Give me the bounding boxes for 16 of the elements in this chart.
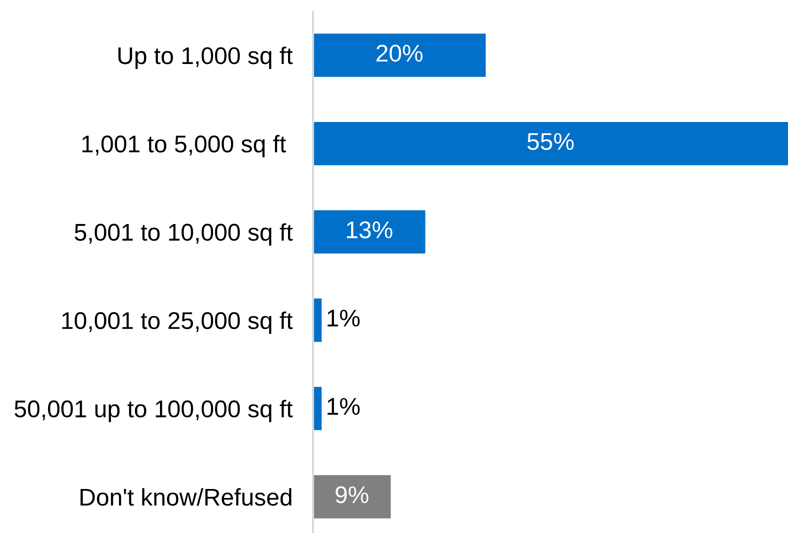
y-tick-label: 50,001 up to 100,000 sq ft (14, 400, 293, 422)
bar (313, 122, 788, 166)
bar (313, 475, 391, 518)
y-tick-label: 10,001 to 25,000 sq ft (62, 312, 293, 334)
data-label: 9% (336, 486, 368, 504)
bar (313, 210, 426, 254)
data-label: 55% (527, 133, 574, 150)
data-label: 13% (346, 221, 392, 238)
data-label: 1% (328, 310, 360, 327)
y-tick-label: 5,001 to 10,000 sq ft (74, 223, 293, 246)
data-label: 20% (376, 44, 423, 62)
y-tick-label: Up to 1,000 sq ft (118, 46, 293, 69)
data-label: 1% (328, 398, 360, 415)
bar (313, 34, 486, 77)
y-tick-label: Don't know/Refused (80, 488, 292, 506)
y-tick-label: 1,001 to 5,000 sq ft (82, 134, 286, 158)
